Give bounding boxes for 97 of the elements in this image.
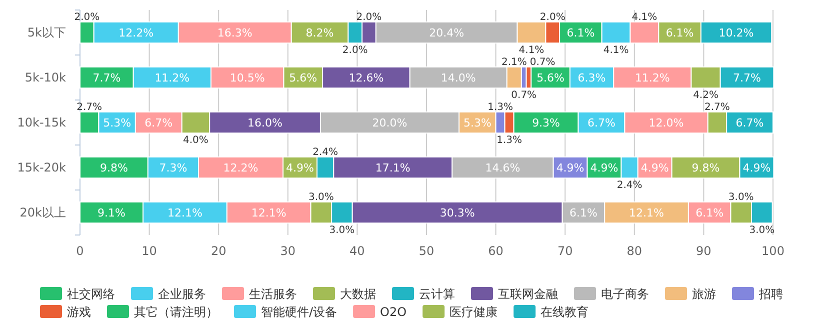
data-label: 2.1% — [501, 56, 527, 68]
data-label: 3.0% — [728, 192, 754, 203]
x-tick-label: 50 — [418, 244, 434, 258]
x-tick-label: 80 — [626, 244, 642, 258]
data-label: 7.3% — [159, 162, 188, 174]
data-label: 2.7% — [704, 102, 730, 113]
data-label: 6.1% — [696, 206, 724, 220]
data-label: 4.2% — [693, 90, 718, 102]
data-label: 2.0% — [342, 45, 368, 56]
data-label: 10.2% — [718, 26, 754, 40]
data-label: 14.0% — [440, 72, 476, 84]
data-label: 9.3% — [532, 116, 560, 130]
x-tick-label: 20 — [210, 244, 226, 258]
legend-label: 社交网络 — [67, 287, 115, 301]
y-tick-label: 5k-10k — [24, 70, 66, 84]
data-label: 4.0% — [183, 135, 208, 146]
legend-label: 互联网金融 — [498, 287, 558, 301]
x-tick-label: 60 — [488, 244, 504, 258]
data-label: 6.7% — [588, 116, 616, 130]
legend-label: O2O — [380, 305, 407, 319]
data-label: 7.7% — [733, 72, 761, 84]
data-label: 4.9% — [742, 162, 771, 174]
data-label: 11.2% — [634, 72, 670, 84]
data-label: 0.7% — [530, 56, 556, 68]
legend-label: 其它（请注明） — [134, 305, 218, 319]
data-label: 4.1% — [603, 45, 629, 56]
data-label: 6.3% — [578, 72, 606, 84]
data-label: 9.8% — [692, 162, 720, 174]
data-label: 6.1% — [569, 206, 598, 220]
data-label: 5.3% — [103, 116, 132, 130]
data-label: 2.7% — [76, 102, 102, 113]
y-tick-label: 15k-20k — [17, 160, 66, 174]
x-tick-label: 100 — [762, 244, 784, 258]
data-label: 4.1% — [632, 12, 658, 23]
data-label: 16.3% — [217, 26, 252, 40]
data-label: 4.9% — [590, 162, 618, 174]
data-label: 14.6% — [485, 162, 520, 174]
data-label: 3.0% — [308, 192, 334, 203]
legend-label: 云计算 — [419, 287, 455, 301]
y-tick-label: 10k-15k — [17, 116, 66, 130]
data-label: 1.3% — [496, 135, 522, 146]
data-label: 5.6% — [536, 72, 565, 84]
data-label: 2.0% — [540, 12, 566, 23]
legend-label: 游戏 — [67, 305, 91, 319]
data-label: 2.0% — [356, 12, 382, 23]
data-label: 12.0% — [648, 116, 684, 130]
data-label: 12.2% — [223, 162, 258, 174]
data-label: 2.4% — [616, 180, 642, 192]
data-label: 11.2% — [154, 72, 190, 84]
legend-label: 生活服务 — [249, 287, 297, 301]
data-label: 12.1% — [168, 206, 202, 220]
data-label: 12.1% — [251, 206, 286, 220]
data-label: 12.2% — [118, 26, 154, 40]
data-label: 20.4% — [429, 26, 464, 40]
legend-label: 电子商务 — [601, 287, 649, 301]
x-tick-label: 70 — [557, 244, 573, 258]
data-label: 10.5% — [230, 72, 265, 84]
data-label: 4.9% — [556, 162, 584, 174]
data-label: 9.1% — [98, 206, 126, 220]
x-tick-label: 90 — [696, 244, 712, 258]
legend-label: 旅游 — [692, 287, 716, 301]
data-label: 12.1% — [629, 206, 664, 220]
data-label: 6.1% — [666, 26, 694, 40]
data-label: 6.1% — [566, 26, 595, 40]
x-tick-label: 10 — [142, 244, 157, 258]
data-label: 4.9% — [286, 162, 314, 174]
data-label: 8.2% — [306, 26, 334, 40]
x-tick-label: 30 — [280, 244, 296, 258]
data-label: 4.9% — [640, 162, 669, 174]
data-label: 20.0% — [372, 116, 408, 130]
data-label: 9.8% — [100, 162, 128, 174]
data-label: 7.7% — [92, 72, 121, 84]
data-label: 5.3% — [463, 116, 492, 130]
data-label: 6.7% — [736, 116, 764, 130]
legend-label: 企业服务 — [158, 287, 206, 301]
data-label: 17.1% — [375, 162, 410, 174]
x-tick-label: 0 — [76, 244, 84, 258]
data-label: 5.6% — [289, 72, 318, 84]
data-label: 4.1% — [518, 45, 544, 56]
legend-label: 大数据 — [340, 287, 376, 301]
data-label: 12.6% — [348, 72, 384, 84]
data-label: 2.4% — [312, 146, 338, 158]
data-label: 2.0% — [74, 12, 100, 23]
data-label: 6.7% — [144, 116, 173, 130]
data-label: 3.0% — [749, 225, 775, 236]
data-label: 30.3% — [440, 206, 475, 220]
legend-label: 智能硬件/设备 — [261, 305, 338, 319]
x-tick-label: 40 — [350, 244, 365, 258]
data-label: 3.0% — [329, 225, 355, 236]
y-tick-label: 20k以上 — [20, 206, 66, 220]
legend-label: 招聘 — [758, 287, 783, 301]
legend-label: 医疗健康 — [450, 305, 498, 319]
data-label: 1.3% — [488, 102, 514, 113]
data-label: 0.7% — [511, 90, 537, 102]
legend-label: 在线教育 — [540, 305, 589, 319]
data-label: 16.0% — [248, 116, 283, 130]
y-tick-label: 5k以下 — [27, 26, 66, 40]
